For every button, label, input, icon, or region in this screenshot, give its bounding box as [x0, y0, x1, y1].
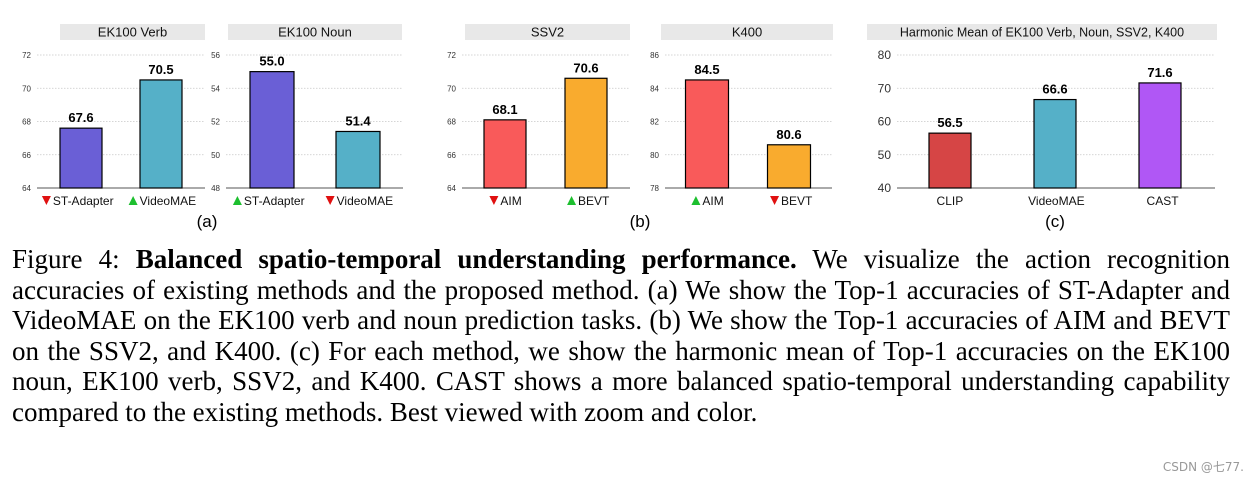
- y-tick-label: 66: [447, 151, 456, 160]
- down-triangle-icon: [770, 196, 780, 205]
- y-tick-label: 68: [22, 118, 31, 127]
- chart-title-bg: [661, 24, 833, 40]
- y-tick-label: 78: [650, 184, 659, 193]
- y-tick-label: 60: [878, 115, 892, 129]
- y-tick-label: 64: [22, 184, 31, 193]
- down-triangle-icon: [41, 196, 51, 205]
- bar-value-label: 67.6: [68, 110, 93, 125]
- y-tick-label: 82: [650, 118, 659, 127]
- x-category-label: VideoMAE: [140, 194, 196, 208]
- bar-value-label: 70.6: [573, 60, 598, 75]
- x-category-label: AIM: [500, 194, 521, 208]
- chart-title: EK100 Verb: [98, 25, 167, 40]
- chart-title-bg: [867, 24, 1217, 40]
- x-category-label: CLIP: [937, 194, 964, 208]
- bar-value-label: 71.6: [1147, 65, 1172, 80]
- caption-body: We visualize the action recognition accu…: [12, 244, 1231, 427]
- figure-charts: EK100 Verb 64 66 68 70 72 67.6 ST-Adapter 70.5 Vi…: [22, 24, 1217, 231]
- y-tick-label: 70: [447, 84, 456, 93]
- y-tick-label: 72: [22, 51, 31, 60]
- x-category-label: ST-Adapter: [244, 194, 305, 208]
- chart-title: K400: [732, 25, 762, 40]
- y-tick-label: 54: [211, 84, 220, 93]
- y-tick-label: 64: [447, 184, 456, 193]
- x-category-label: ST-Adapter: [53, 194, 114, 208]
- x-category-label: VideoMAE: [337, 194, 393, 208]
- chart-title-bg: [465, 24, 630, 40]
- y-tick-label: 52: [211, 118, 220, 127]
- y-tick-label: 80: [878, 48, 892, 62]
- chart-title-bg: [60, 24, 205, 40]
- x-category-label: BEVT: [781, 194, 813, 208]
- bar-value-label: 80.6: [776, 127, 801, 142]
- panel-label: (b): [630, 212, 651, 231]
- y-tick-label: 56: [211, 51, 220, 60]
- figure-caption: Figure 4: Balanced spatio-temporal under…: [12, 244, 1230, 428]
- chart-title: Harmonic Mean of EK100 Verb, Noun, SSV2,…: [900, 26, 1184, 40]
- chart-title-bg: [228, 24, 402, 40]
- bar-value-label: 68.1: [492, 102, 517, 117]
- bar-value-label: 84.5: [694, 62, 719, 77]
- bar: [1033, 98, 1077, 189]
- bar: [59, 127, 103, 189]
- chart-title: EK100 Noun: [278, 25, 352, 40]
- bar: [564, 77, 608, 189]
- bar: [928, 132, 972, 189]
- up-triangle-icon: [691, 196, 701, 205]
- up-triangle-icon: [567, 196, 577, 205]
- bar: [139, 79, 183, 189]
- y-tick-label: 70: [22, 84, 31, 93]
- bar-value-label: 51.4: [345, 113, 371, 128]
- bar: [335, 130, 381, 189]
- x-category-label: CAST: [1147, 194, 1180, 208]
- bar-value-label: 70.5: [148, 62, 173, 77]
- y-tick-label: 68: [447, 118, 456, 127]
- bar-value-label: 66.6: [1042, 82, 1067, 97]
- x-category-label: VideoMAE: [1028, 194, 1084, 208]
- up-triangle-icon: [128, 196, 138, 205]
- y-tick-label: 50: [211, 151, 220, 160]
- bar-value-label: 55.0: [259, 54, 284, 69]
- y-tick-label: 66: [22, 151, 31, 160]
- up-triangle-icon: [232, 196, 242, 205]
- y-tick-label: 40: [878, 181, 892, 195]
- x-category-label: AIM: [702, 194, 723, 208]
- caption-prefix: Figure 4:: [12, 244, 136, 274]
- y-tick-label: 80: [650, 151, 659, 160]
- bar-value-label: 56.5: [937, 115, 962, 130]
- caption-bold: Balanced spatio-temporal understanding p…: [135, 244, 797, 274]
- bar: [483, 119, 527, 189]
- chart-title: SSV2: [531, 25, 564, 40]
- y-tick-label: 70: [878, 81, 892, 95]
- y-tick-label: 86: [650, 51, 659, 60]
- y-tick-label: 48: [211, 184, 220, 193]
- bar: [1138, 82, 1182, 189]
- down-triangle-icon: [325, 196, 335, 205]
- bar: [684, 79, 730, 189]
- y-tick-label: 84: [650, 84, 659, 93]
- x-category-label: BEVT: [578, 194, 610, 208]
- y-tick-label: 50: [878, 148, 892, 162]
- bar: [249, 71, 295, 189]
- panel-label: (a): [197, 212, 218, 231]
- watermark: CSDN @七77.: [1162, 460, 1244, 474]
- down-triangle-icon: [489, 196, 499, 205]
- bar: [766, 144, 812, 189]
- y-tick-label: 72: [447, 51, 456, 60]
- panel-label: (c): [1045, 212, 1065, 231]
